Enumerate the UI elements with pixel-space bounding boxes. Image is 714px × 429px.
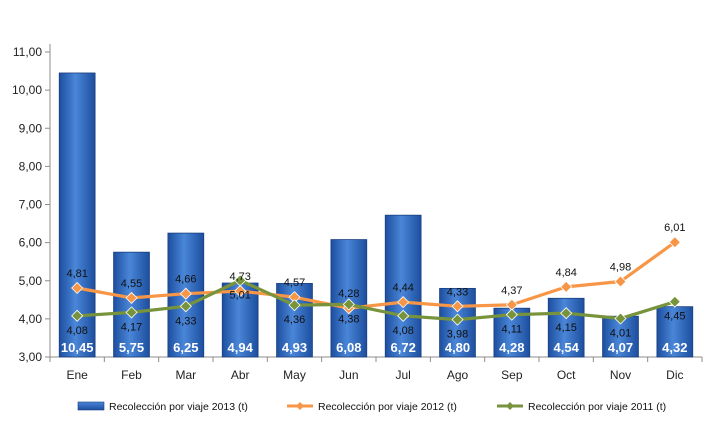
bar-ene (58, 72, 96, 358)
series-marker (505, 308, 518, 321)
y-axis: 3,00 4,00 5,00 6,00 7,00 8,00 9,00 10,00 11,00 (12, 44, 51, 364)
bar-value-label: 4,28 (499, 340, 524, 355)
bar-dic (656, 306, 694, 358)
bar-value-label: 4,07 (608, 340, 633, 355)
series-2011-value-label: 5,01 (229, 289, 250, 301)
series-2012-value-label: 4,66 (175, 274, 196, 286)
bar-value-label: 6,25 (173, 340, 198, 355)
legend-swatch-bar (77, 401, 105, 411)
series-line-2011 (77, 278, 676, 322)
x-axis: Ene Feb Mar Abr May Jun Jul Ago Sep Oct Nov Dic (49, 356, 703, 382)
data-labels: 10,45 5,75 6,25 4,94 4,93 6,08 6,72 4,80 4,28 4,5… (61, 222, 688, 355)
x-tick-label: May (283, 368, 306, 382)
series-2011-value-label: 4,38 (338, 313, 359, 325)
legend-label: Recolección por viaje 2012 (t) (318, 401, 457, 413)
series-2011-value-label: 4,08 (392, 325, 413, 337)
series-marker (451, 313, 464, 326)
bar-jul (384, 214, 422, 358)
series-2011-value-label: 4,36 (284, 314, 305, 326)
series-2012-value-label: 4,73 (229, 271, 250, 283)
y-tick-label: 10,00 (12, 83, 42, 97)
series-2011-value-label: 4,45 (664, 311, 685, 323)
series-2011-value-label: 4,11 (502, 324, 523, 336)
legend-swatch-marker (296, 402, 304, 410)
series-2011-value-label: 3,98 (447, 329, 468, 341)
y-tick-label: 3,00 (19, 350, 43, 364)
bar-value-label: 6,08 (336, 340, 361, 355)
series-2012-value-label: 4,98 (610, 262, 631, 274)
bar-value-label: 4,93 (282, 340, 307, 355)
bar-feb (113, 251, 150, 358)
x-tick-label: Ago (447, 368, 469, 382)
series-2012-value-label: 4,81 (66, 268, 87, 280)
series-marker (125, 291, 138, 304)
series-marker (668, 295, 681, 308)
x-tick-label: Feb (121, 368, 142, 382)
bar-jun (330, 239, 368, 358)
x-tick-label: Sep (501, 368, 523, 382)
y-tick-label: 11,00 (13, 45, 42, 59)
series-2012-value-label: 4,37 (501, 285, 522, 297)
series-2012-value-label: 4,55 (121, 278, 142, 290)
series-2011-value-label: 4,17 (121, 321, 142, 333)
series-marker (179, 287, 192, 300)
series-2012-value-label: 4,44 (392, 282, 413, 294)
series-line-2012 (76, 240, 676, 310)
series-marker (234, 274, 247, 287)
series-2012-value-label: 4,84 (555, 267, 576, 279)
line-series (71, 236, 681, 326)
series-marker (668, 236, 681, 249)
x-tick-label: Jun (339, 368, 358, 382)
series-2012-value-label: 4,57 (284, 277, 305, 289)
series-2012-value-label: 6,01 (664, 222, 685, 234)
series-marker (451, 300, 464, 313)
series-2012-value-label: 4,33 (447, 286, 468, 298)
series-marker (125, 306, 138, 319)
series-marker (614, 312, 627, 325)
series-marker (179, 300, 192, 313)
y-tick-label: 8,00 (19, 159, 43, 173)
series-marker (397, 309, 410, 322)
series-2012-value-label: 4,28 (338, 288, 359, 300)
bar-series (58, 72, 694, 358)
bar-value-label: 6,72 (391, 340, 416, 355)
x-tick-label: Abr (231, 368, 250, 382)
legend-label: Recolección por viaje 2011 (t) (528, 401, 666, 413)
x-tick-label: Nov (610, 368, 631, 382)
series-2011-value-label: 4,15 (555, 322, 576, 334)
bar-value-label: 4,54 (554, 340, 580, 355)
y-tick-label: 4,00 (19, 312, 43, 326)
series-marker (614, 275, 627, 288)
y-tick-label: 6,00 (19, 236, 43, 250)
y-tick-label: 9,00 (19, 121, 43, 135)
x-tick-label: Mar (175, 368, 196, 382)
series-marker (560, 280, 573, 293)
x-tick-label: Jul (395, 368, 410, 382)
x-tick-label: Oct (557, 368, 576, 382)
series-2011-value-label: 4,33 (175, 315, 196, 327)
series-marker (397, 296, 410, 309)
series-2011-value-label: 4,08 (66, 325, 87, 337)
bar-value-label: 5,75 (119, 340, 144, 355)
series-2011-value-label: 4,01 (610, 327, 631, 339)
series-marker (71, 281, 84, 295)
y-tick-label: 5,00 (19, 274, 43, 288)
series-marker (288, 299, 301, 312)
bar-value-label: 4,80 (445, 340, 470, 355)
legend-swatch-marker (506, 402, 514, 410)
bar-value-label: 4,32 (662, 340, 687, 355)
y-tick-label: 7,00 (19, 198, 43, 212)
series-marker (342, 298, 355, 311)
bar-value-label: 10,45 (61, 340, 94, 355)
bar-value-label: 4,94 (228, 340, 254, 355)
legend-label: Recolección por viaje 2013 (t) (109, 401, 248, 413)
series-marker (71, 309, 84, 322)
x-tick-label: Dic (666, 368, 683, 382)
legend: Recolección por viaje 2013 (t) Recolecció… (77, 401, 666, 413)
series-marker (560, 307, 573, 320)
series-marker (234, 284, 247, 298)
x-tick-label: Ene (66, 368, 88, 382)
